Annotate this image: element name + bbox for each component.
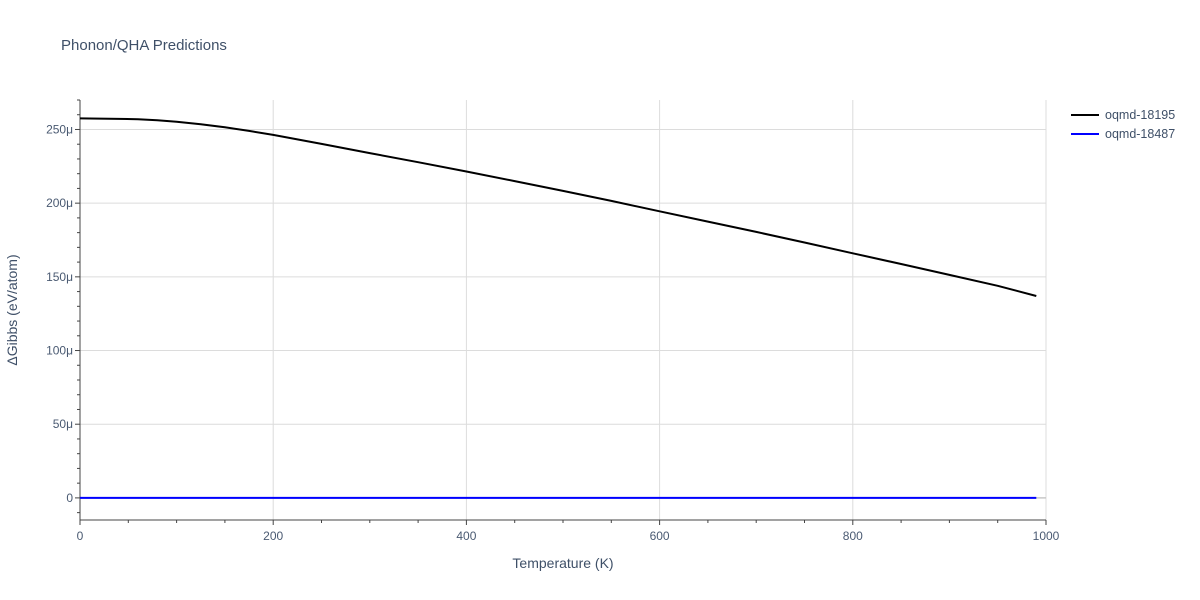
plot-area	[79, 117, 1037, 499]
series-line-oqmd-18195	[79, 117, 1037, 297]
grid	[80, 100, 1047, 520]
legend-label: oqmd-18487	[1105, 127, 1175, 141]
x-tick-label: 600	[650, 529, 670, 543]
x-tick-label: 200	[263, 529, 283, 543]
x-axis-title: Temperature (K)	[512, 555, 613, 571]
y-tick-label: 50μ	[53, 417, 73, 431]
axes: 0 200 400 600 800 1000 0 50μ 100μ 150μ 200μ 250μ	[46, 99, 1060, 543]
chart-title: Phonon/QHA Predictions	[61, 37, 227, 54]
x-tick-label: 1000	[1033, 529, 1060, 543]
x-tick-label: 400	[456, 529, 476, 543]
y-tick-label: 100μ	[46, 344, 73, 358]
x-tick-label: 800	[843, 529, 863, 543]
legend-item-oqmd-18195[interactable]: oqmd-18195	[1071, 108, 1175, 122]
y-axis-title: ΔGibbs (eV/atom)	[4, 254, 20, 365]
y-tick-label: 0	[66, 491, 73, 505]
legend[interactable]: oqmd-18195 oqmd-18487	[1071, 108, 1175, 141]
legend-item-oqmd-18487[interactable]: oqmd-18487	[1071, 127, 1175, 141]
y-tick-label: 150μ	[46, 270, 73, 284]
x-tick-label: 0	[77, 529, 84, 543]
y-tick-label: 250μ	[46, 122, 73, 136]
legend-label: oqmd-18195	[1105, 108, 1175, 122]
y-tick-label: 200μ	[46, 196, 73, 210]
